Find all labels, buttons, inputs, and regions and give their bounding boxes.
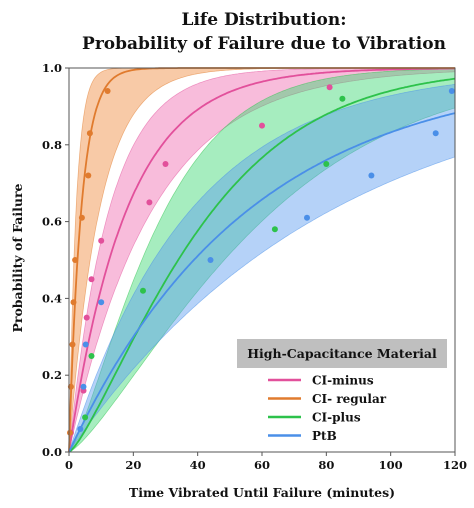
point-ptb-7 xyxy=(432,130,439,137)
point-ci-regular-2 xyxy=(69,341,76,348)
point-ci-minus-5 xyxy=(146,199,153,206)
x-tick-label: 60 xyxy=(254,458,270,472)
point-ci-minus-2 xyxy=(83,314,90,321)
point-ci-minus-3 xyxy=(88,276,95,283)
y-tick-label: 0.8 xyxy=(42,138,62,152)
point-ptb-6 xyxy=(368,172,375,179)
point-ptb-0 xyxy=(77,426,84,432)
x-tick-label: 40 xyxy=(190,458,206,472)
y-tick-label: 0.0 xyxy=(42,445,62,459)
plot-area xyxy=(67,67,456,453)
point-ci-regular-6 xyxy=(85,172,92,179)
x-tick-label: 80 xyxy=(318,458,334,472)
point-ci-minus-8 xyxy=(326,84,333,91)
legend-items: CI-minus CI- regular CI-plus PtB xyxy=(268,374,387,443)
legend-title-box xyxy=(237,339,447,368)
x-tick-label: 20 xyxy=(125,458,141,472)
point-ci-regular-4 xyxy=(72,257,79,263)
y-tick-label: 0.4 xyxy=(42,291,62,305)
tick-labels: 0 20 40 60 80 100 120 0.0 0.2 0.4 0.6 0.8 1.0 xyxy=(42,61,467,472)
axes xyxy=(65,67,456,456)
point-ptb-3 xyxy=(98,299,105,306)
point-ci-regular-8 xyxy=(104,88,111,94)
fit-curves xyxy=(68,67,456,453)
point-ci-minus-6 xyxy=(162,161,169,167)
point-ptb-5 xyxy=(304,214,310,221)
y-tick-label: 0.6 xyxy=(42,215,62,229)
point-ci-plus-5 xyxy=(339,95,346,102)
y-axis-label: Probability of Failure xyxy=(10,183,25,332)
y-tick-label: 1.0 xyxy=(42,61,62,75)
legend-label-ptb: PtB xyxy=(312,429,337,443)
point-ci-regular-3 xyxy=(70,299,77,306)
chart-title-line-2: Probability of Failure due to Vibration xyxy=(82,34,446,54)
point-ptb-2 xyxy=(82,341,89,348)
y-tick-label: 0.2 xyxy=(42,368,62,382)
legend-label-ci-plus: CI-plus xyxy=(312,411,361,425)
point-ptb-8 xyxy=(448,88,455,94)
point-ci-plus-0 xyxy=(82,414,89,421)
x-tick-label: 120 xyxy=(443,458,467,472)
legend-title: High-Capacitance Material xyxy=(247,346,437,361)
point-ci-regular-7 xyxy=(86,130,93,137)
point-ci-plus-4 xyxy=(323,161,330,167)
point-ci-regular-0 xyxy=(67,429,73,436)
point-ci-minus-4 xyxy=(98,237,105,244)
fit-line-ci-plus xyxy=(68,77,456,453)
point-ci-regular-5 xyxy=(78,214,85,221)
point-ci-plus-2 xyxy=(140,287,146,294)
legend: High-Capacitance Material CI-minus CI- re… xyxy=(237,339,447,443)
point-ptb-1 xyxy=(80,383,87,390)
x-tick-label: 0 xyxy=(65,458,73,472)
data-points xyxy=(67,84,455,436)
chart-title-line-1: Life Distribution: xyxy=(181,10,346,30)
point-ci-plus-1 xyxy=(88,353,95,359)
legend-label-ci-minus: CI-minus xyxy=(312,374,374,388)
fit-line-ptb xyxy=(68,112,456,453)
legend-label-ci-regular: CI- regular xyxy=(312,392,387,406)
point-ptb-4 xyxy=(207,257,214,263)
point-ci-plus-3 xyxy=(271,226,278,233)
point-ci-minus-7 xyxy=(259,122,265,129)
fit-line-ci-minus xyxy=(68,67,455,453)
x-tick-label: 100 xyxy=(379,458,403,472)
x-axis-label: Time Vibrated Until Failure (minutes) xyxy=(129,485,395,500)
